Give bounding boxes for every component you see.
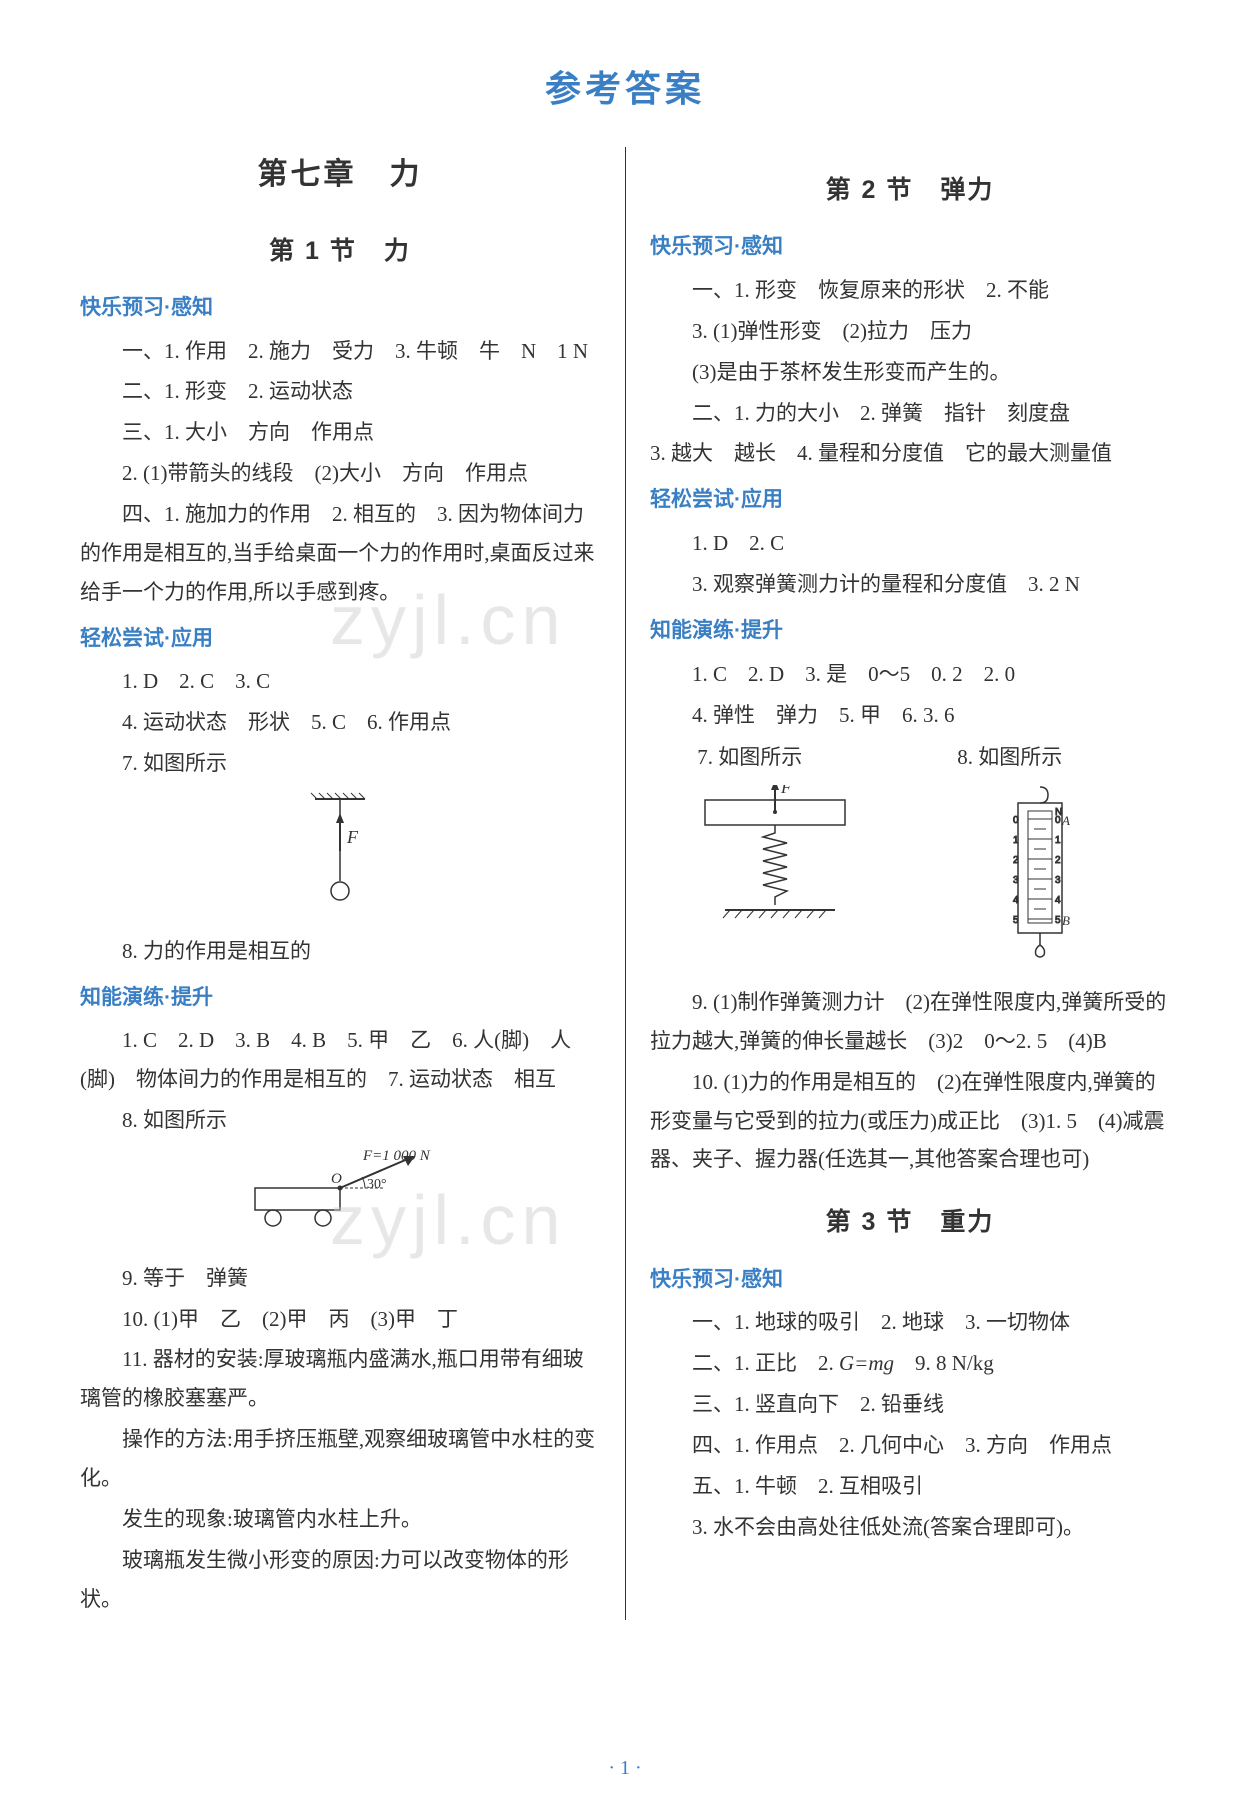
subhead-preview: 快乐预习·感知	[650, 228, 1170, 267]
figure-cart: O 30° F=1 000 N	[80, 1148, 600, 1251]
answer-line: 二、1. 力的大小 2. 弹簧 指针 刻度盘	[650, 394, 1170, 433]
answer-paragraph: 操作的方法:用手挤压瓶壁,观察细玻璃管中水柱的变化。	[80, 1420, 600, 1498]
answer-paragraph: 10. (1)力的作用是相互的 (2)在弹性限度内,弹簧的形变量与它受到的拉力(…	[650, 1063, 1170, 1180]
answer-line: 四、1. 作用点 2. 几何中心 3. 方向 作用点	[650, 1426, 1170, 1465]
svg-text:5: 5	[1013, 915, 1019, 926]
page-title: 参考答案	[80, 60, 1170, 112]
pendulum-svg: F	[295, 791, 385, 911]
answer-line: 8. 如图所示	[80, 1101, 600, 1140]
label-force: F=1 000 N	[362, 1148, 431, 1164]
svg-text:3: 3	[1055, 875, 1061, 886]
answer-line: 1. D 2. C	[650, 524, 1170, 563]
figure-spring-scale: N 00 11 22 33 44 55 A	[915, 785, 1165, 973]
subhead-preview: 快乐预习·感知	[80, 289, 600, 328]
formula: G=mg	[839, 1351, 894, 1375]
answer-line: 一、1. 形变 恢复原来的形状 2. 不能	[650, 271, 1170, 310]
subhead-practice: 知能演练·提升	[650, 612, 1170, 651]
answer-line: 一、1. 地球的吸引 2. 地球 3. 一切物体	[650, 1303, 1170, 1342]
svg-text:A: A	[1061, 813, 1070, 828]
page-number: · 1 ·	[0, 1757, 1250, 1780]
chapter-title: 第七章 力	[80, 147, 600, 203]
answer-line: 二、1. 形变 2. 运动状态	[80, 372, 600, 411]
answer-paragraph: 1. C 2. D 3. B 4. B 5. 甲 乙 6. 人(脚) 人(脚) …	[80, 1021, 600, 1099]
answer-line: 二、1. 正比 2. G=mg 9. 8 N/kg	[650, 1344, 1170, 1383]
answer-paragraph: 11. 器材的安装:厚玻璃瓶内盛满水,瓶口用带有细玻璃管的橡胶塞塞严。	[80, 1340, 600, 1418]
column-divider	[625, 147, 626, 1620]
text: 9. 8 N/kg	[894, 1351, 994, 1375]
left-column: 第七章 力 第 1 节 力 快乐预习·感知 一、1. 作用 2. 施力 受力 3…	[80, 147, 625, 1620]
answer-line: 3. (1)弹性形变 (2)拉力 压力	[650, 312, 1170, 351]
svg-text:3: 3	[1013, 875, 1019, 886]
answer-paragraph: 9. (1)制作弹簧测力计 (2)在弹性限度内,弹簧所受的拉力越大,弹簧的伸长量…	[650, 983, 1170, 1061]
answer-line: 3. 水不会由高处往低处流(答案合理即可)。	[650, 1508, 1170, 1547]
answer-line: 8. 如图所示	[915, 738, 1165, 777]
svg-text:4: 4	[1013, 895, 1019, 906]
answer-line: 7. 如图所示	[655, 738, 905, 777]
figure-row: 7. 如图所示	[650, 736, 1170, 981]
svg-text:0: 0	[1013, 815, 1019, 826]
svg-text:B: B	[1062, 913, 1070, 928]
answer-line: 4. 运动状态 形状 5. C 6. 作用点	[80, 703, 600, 742]
text: 二、1. 正比 2.	[692, 1351, 839, 1375]
answer-line: 一、1. 作用 2. 施力 受力 3. 牛顿 牛 N 1 N	[80, 332, 600, 371]
section-3-title: 第 3 节 重力	[650, 1199, 1170, 1245]
svg-text:2: 2	[1013, 855, 1019, 866]
answer-line: 10. (1)甲 乙 (2)甲 丙 (3)甲 丁	[80, 1300, 600, 1339]
subhead-practice: 知能演练·提升	[80, 979, 600, 1018]
answer-line: 8. 力的作用是相互的	[80, 932, 600, 971]
answer-line: 三、1. 竖直向下 2. 铅垂线	[650, 1385, 1170, 1424]
label-angle: 30°	[367, 1177, 387, 1192]
svg-text:5: 5	[1055, 915, 1061, 926]
section-2-title: 第 2 节 弹力	[650, 167, 1170, 213]
answer-line: 1. D 2. C 3. C	[80, 662, 600, 701]
answer-line: 2. (1)带箭头的线段 (2)大小 方向 作用点	[80, 454, 600, 493]
subhead-try: 轻松尝试·应用	[650, 481, 1170, 520]
answer-line: 3. 观察弹簧测力计的量程和分度值 3. 2 N	[650, 565, 1170, 604]
right-column: 第 2 节 弹力 快乐预习·感知 一、1. 形变 恢复原来的形状 2. 不能 3…	[625, 147, 1170, 1620]
cart-svg: O 30° F=1 000 N	[235, 1148, 445, 1238]
answer-line: 3. 越大 越长 4. 量程和分度值 它的最大测量值	[650, 434, 1170, 473]
answer-paragraph: 四、1. 施加力的作用 2. 相互的 3. 因为物体间力的作用是相互的,当手给桌…	[80, 495, 600, 612]
answer-line: 7. 如图所示	[80, 744, 600, 783]
figure-spring-block: F	[655, 785, 905, 948]
svg-text:2: 2	[1055, 855, 1061, 866]
svg-text:1: 1	[1055, 835, 1061, 846]
answer-line: 1. C 2. D 3. 是 0～5 0. 2 2. 0	[650, 655, 1170, 694]
svg-text:F: F	[346, 827, 359, 847]
answer-paragraph: 玻璃瓶发生微小形变的原因:力可以改变物体的形状。	[80, 1541, 600, 1619]
svg-text:0: 0	[1055, 815, 1061, 826]
answer-line: 三、1. 大小 方向 作用点	[80, 413, 600, 452]
section-1-title: 第 1 节 力	[80, 228, 600, 274]
answer-line: 4. 弹性 弹力 5. 甲 6. 3. 6	[650, 696, 1170, 735]
answer-line: (3)是由于茶杯发生形变而产生的。	[650, 353, 1170, 392]
answer-line: 9. 等于 弹簧	[80, 1259, 600, 1298]
figure-pendulum: F	[80, 791, 600, 924]
svg-text:4: 4	[1055, 895, 1061, 906]
svg-text:F: F	[780, 785, 792, 797]
label-O: O	[331, 1171, 342, 1187]
svg-text:1: 1	[1013, 835, 1019, 846]
answer-line: 五、1. 牛顿 2. 互相吸引	[650, 1467, 1170, 1506]
two-column-layout: 第七章 力 第 1 节 力 快乐预习·感知 一、1. 作用 2. 施力 受力 3…	[80, 147, 1170, 1620]
answer-paragraph: 发生的现象:玻璃管内水柱上升。	[80, 1500, 600, 1539]
subhead-try: 轻松尝试·应用	[80, 620, 600, 659]
subhead-preview: 快乐预习·感知	[650, 1261, 1170, 1300]
